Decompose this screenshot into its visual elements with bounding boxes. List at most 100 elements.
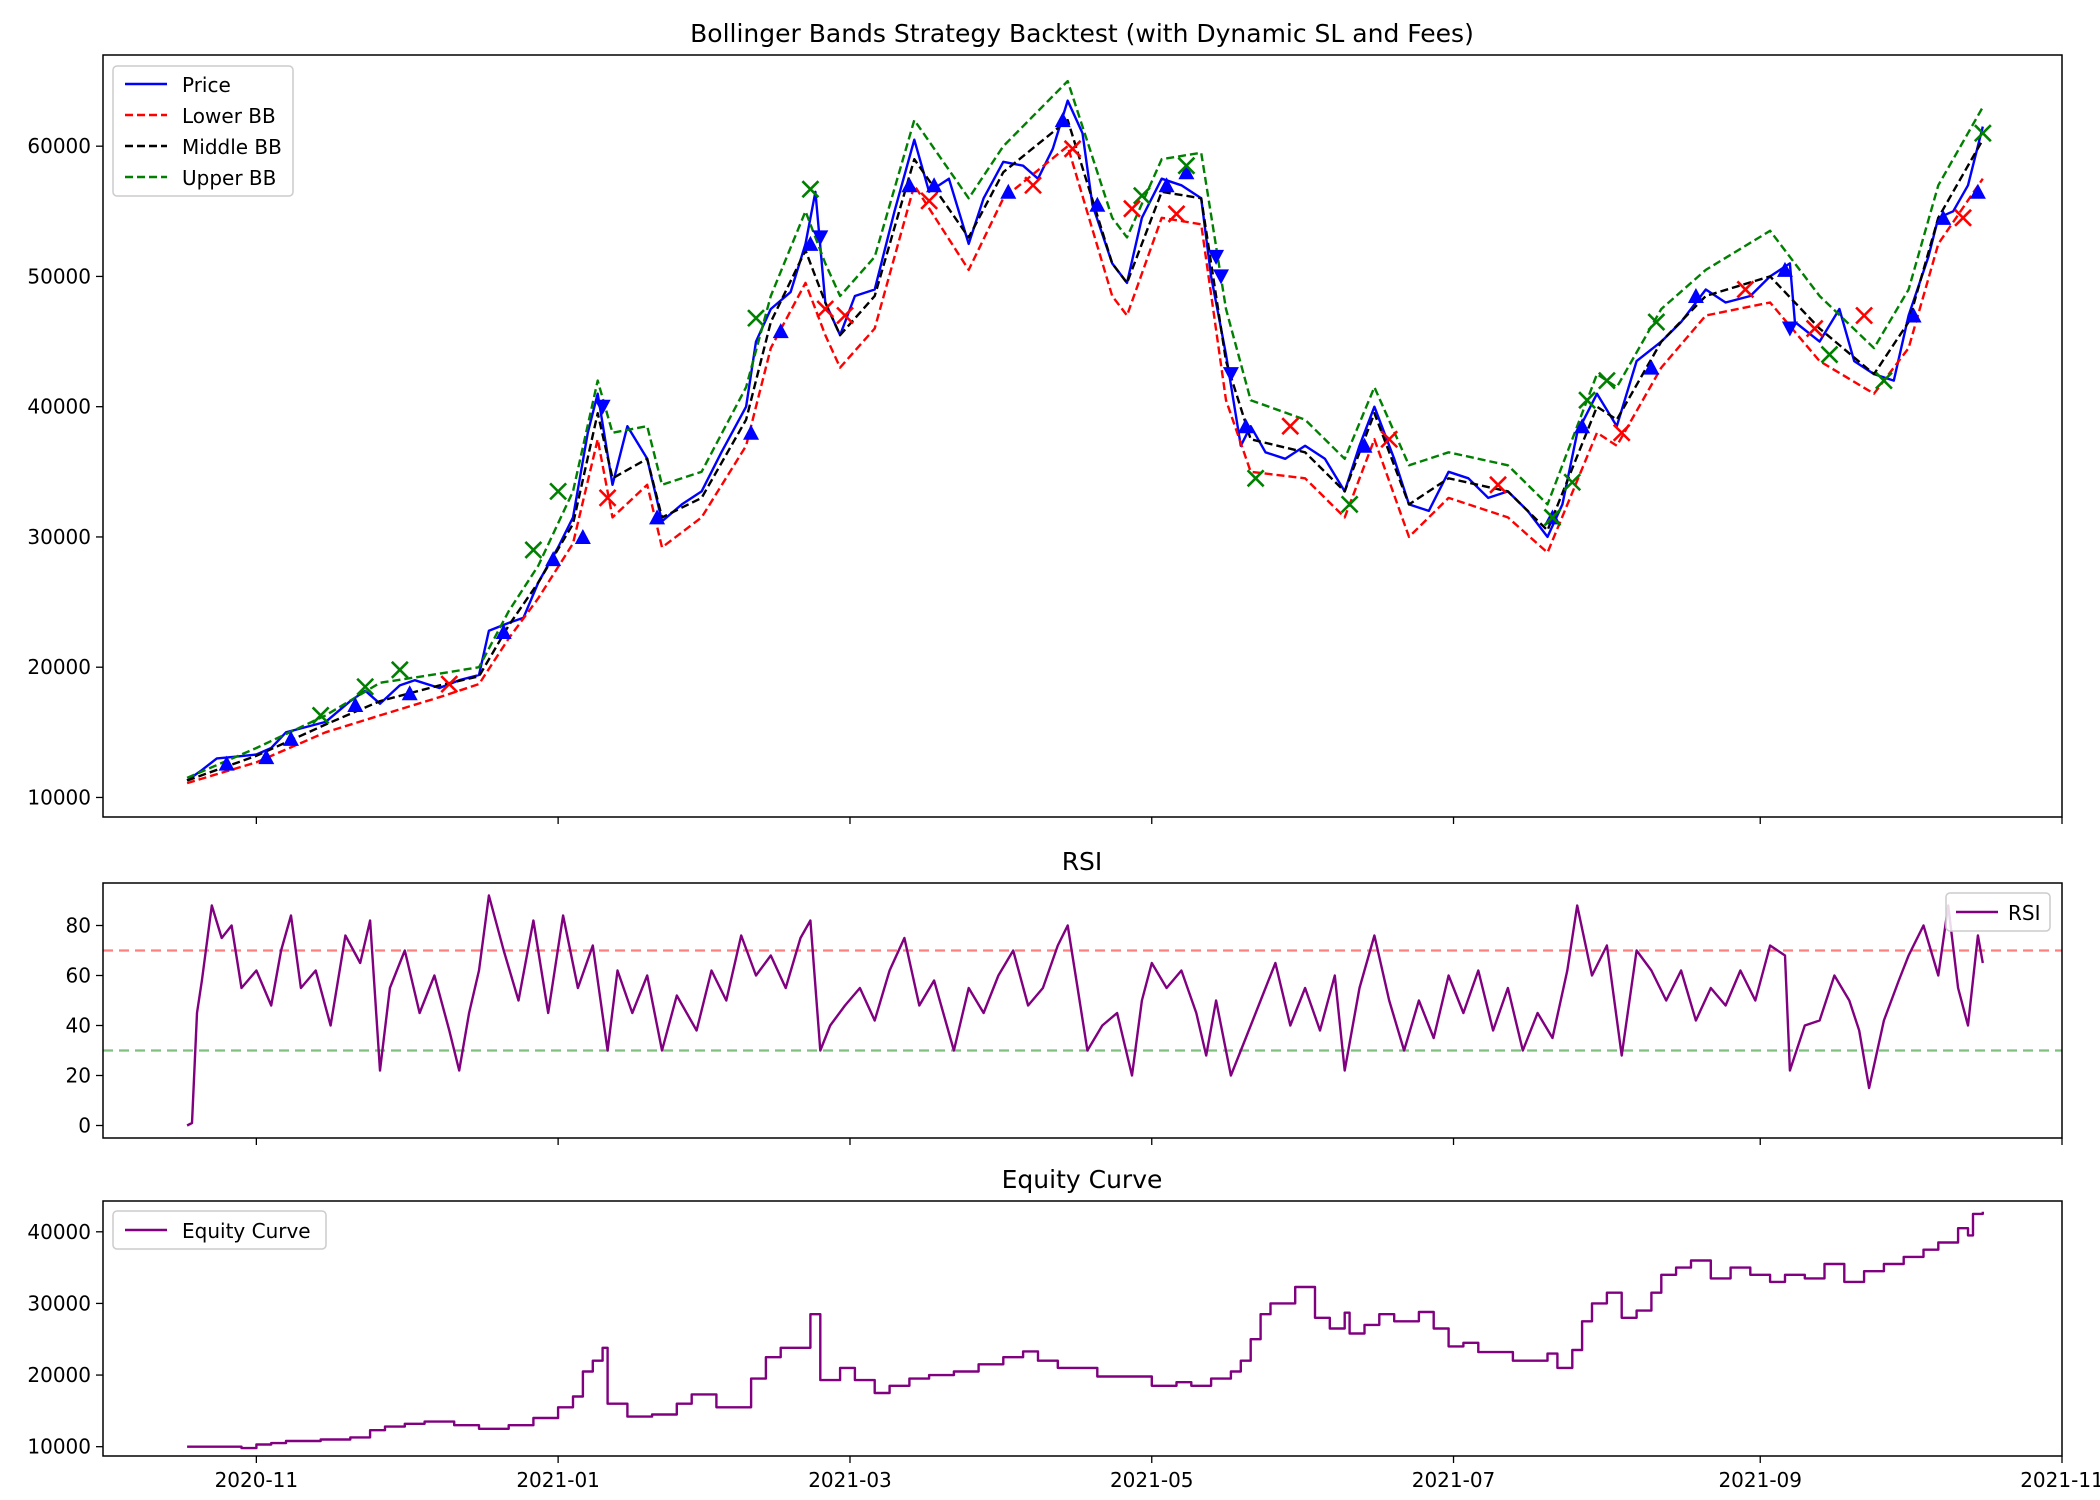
- stop-loss-marker: [1281, 417, 1300, 436]
- buy-marker: [743, 424, 760, 440]
- take-profit-marker: [549, 482, 568, 501]
- price-series-middle-bb: [186, 118, 1984, 782]
- price-y-tick-label: 40000: [27, 395, 91, 419]
- buy-marker: [495, 624, 512, 640]
- buy-marker: [258, 749, 275, 765]
- price-legend[interactable]: Price Lower BB Middle BB Upper BB: [112, 65, 294, 197]
- x-tick-label: 2020-11: [215, 1468, 299, 1492]
- equity-y-tick-label: 30000: [27, 1291, 91, 1315]
- stop-loss-marker: [440, 675, 459, 694]
- equity-panel: Equity Curve 10000 20000 30000 40000 2020-1…: [27, 1165, 2100, 1492]
- equity-y-tick-label: 40000: [27, 1220, 91, 1244]
- price-plot-area: [186, 79, 1992, 785]
- take-profit-marker: [1578, 391, 1597, 410]
- legend-upper-bb-label: Upper BB: [182, 166, 276, 190]
- take-profit-marker: [1177, 156, 1196, 175]
- buy-marker: [1643, 359, 1660, 375]
- legend-lower-bb-label: Lower BB: [182, 104, 276, 128]
- equity-y-tick-label: 20000: [27, 1363, 91, 1387]
- buy-marker: [1237, 418, 1254, 434]
- stop-loss-marker: [816, 300, 835, 318]
- x-tick-label: 2021-05: [1110, 1468, 1194, 1492]
- price-series-upper-bb: [186, 79, 1984, 780]
- price-y-tick-label: 30000: [27, 525, 91, 549]
- rsi-plot-area: [103, 894, 2062, 1127]
- take-profit-marker: [1820, 345, 1839, 364]
- take-profit-marker: [1647, 313, 1666, 331]
- take-profit-marker: [356, 677, 375, 696]
- buy-marker: [1158, 177, 1175, 193]
- x-tick-label: 2021-11: [2020, 1468, 2100, 1492]
- rsi-y-tick-label: 0: [78, 1114, 91, 1138]
- rsi-y-tick-label: 40: [66, 1014, 91, 1038]
- price-x-axis: [255, 817, 2063, 824]
- stop-loss-marker: [1063, 139, 1082, 158]
- x-tick-label: 2021-07: [1412, 1468, 1496, 1492]
- equity-legend-box: [112, 1210, 327, 1250]
- rsi-plot-frame: [102, 882, 2063, 1139]
- buy-marker: [802, 235, 819, 251]
- take-profit-marker: [1874, 371, 1893, 390]
- stop-loss-marker: [836, 306, 854, 325]
- price-panel: Bollinger Bands Strategy Backtest (with …: [27, 19, 2063, 824]
- rsi-y-axis: 0 20 40 60 80: [66, 914, 103, 1138]
- buy-marker: [282, 730, 299, 746]
- stop-loss-marker: [598, 488, 617, 507]
- take-profit-marker: [1563, 473, 1582, 492]
- legend-price-label: Price: [182, 73, 231, 97]
- take-profit-marker: [1246, 469, 1265, 488]
- rsi-panel-title: RSI: [1062, 847, 1103, 876]
- buy-marker: [926, 177, 943, 193]
- price-panel-title: Bollinger Bands Strategy Backtest (with …: [690, 19, 1474, 48]
- x-tick-label: 2021-09: [1718, 1468, 1802, 1492]
- stop-loss-marker: [1380, 430, 1399, 449]
- sell-marker: [1213, 269, 1230, 285]
- price-legend-box: [112, 65, 294, 197]
- take-profit-marker: [1340, 495, 1359, 514]
- rsi-x-axis: [255, 1138, 2063, 1145]
- equity-legend[interactable]: Equity Curve: [112, 1210, 327, 1250]
- rsi-legend[interactable]: RSI: [1945, 892, 2051, 932]
- stop-loss-marker: [1954, 208, 1972, 227]
- take-profit-marker: [1543, 508, 1562, 527]
- sell-marker: [1208, 249, 1225, 265]
- take-profit-marker: [1132, 186, 1151, 205]
- buy-marker: [1356, 437, 1373, 453]
- take-profit-marker: [801, 180, 820, 199]
- buy-marker: [1776, 261, 1793, 277]
- equity-y-tick-label: 10000: [27, 1435, 91, 1459]
- sell-marker: [812, 230, 829, 246]
- sell-marker: [1222, 367, 1239, 383]
- price-y-tick-label: 20000: [27, 655, 91, 679]
- stop-loss-marker: [1855, 306, 1874, 325]
- price-y-tick-label: 50000: [27, 264, 91, 288]
- rsi-panel: RSI 0 20 40 60 80 RSI: [66, 847, 2063, 1145]
- take-profit-marker: [747, 309, 765, 328]
- equity-panel-title: Equity Curve: [1002, 1165, 1163, 1194]
- price-plot-frame: [102, 54, 2063, 818]
- take-profit-marker: [524, 541, 543, 559]
- rsi-y-tick-label: 80: [66, 914, 91, 938]
- buy-marker: [1089, 196, 1106, 212]
- stop-loss-marker: [1805, 319, 1824, 338]
- buy-marker: [1000, 183, 1017, 199]
- stop-loss-marker: [1489, 475, 1507, 494]
- stop-loss-marker: [1024, 176, 1042, 195]
- stop-loss-marker: [920, 191, 939, 210]
- buy-marker: [649, 509, 666, 525]
- stop-loss-marker: [1123, 199, 1141, 218]
- buy-marker: [218, 755, 235, 771]
- buy-marker: [401, 685, 418, 701]
- equity-plot-area: [187, 1211, 1984, 1450]
- buy-marker: [901, 177, 918, 193]
- take-profit-marker: [1597, 371, 1616, 390]
- buy-marker: [772, 323, 789, 339]
- stop-loss-marker: [1736, 280, 1755, 299]
- price-series-lower-bb: [186, 145, 1984, 785]
- buy-marker: [1905, 307, 1922, 323]
- buy-marker: [1687, 287, 1704, 303]
- buy-marker: [1574, 418, 1591, 434]
- legend-rsi-label: RSI: [2008, 901, 2041, 925]
